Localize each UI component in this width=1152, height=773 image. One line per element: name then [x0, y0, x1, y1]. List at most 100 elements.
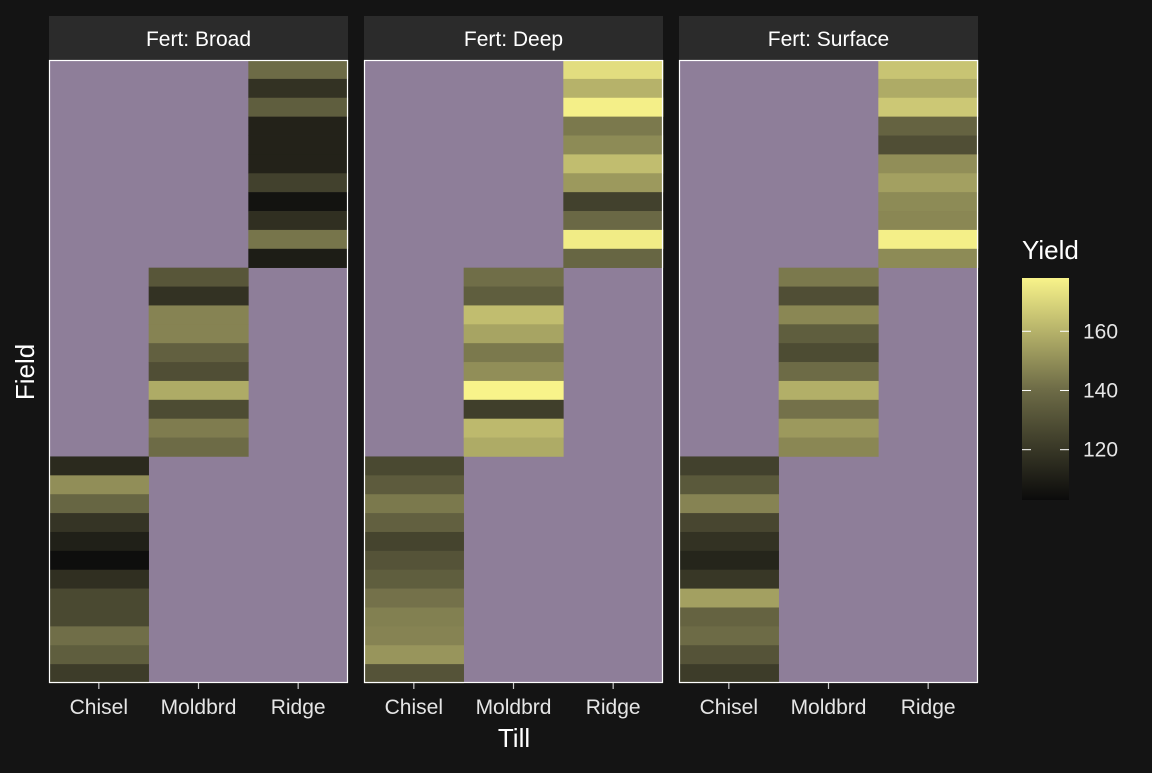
heatmap-tile: [248, 211, 349, 231]
heatmap-tile: [248, 229, 349, 250]
heatmap-tile: [248, 154, 349, 174]
heatmap-tile: [364, 626, 464, 646]
heatmap-tile: [778, 343, 879, 363]
heatmap-tile: [463, 305, 564, 325]
heatmap-tile: [878, 116, 979, 136]
legend-colorbar: [1022, 278, 1069, 500]
heatmap-tile: [364, 645, 464, 665]
heatmap-tile: [778, 324, 879, 344]
x-tick-label: Ridge: [901, 696, 956, 719]
heatmap-tile: [49, 550, 149, 571]
heatmap-tile: [364, 664, 464, 684]
heatmap-tile: [49, 626, 149, 646]
heatmap-tile: [148, 437, 249, 457]
heatmap-tile: [148, 305, 249, 325]
legend-tick-label: 160: [1083, 320, 1118, 343]
heatmap-tile: [49, 645, 149, 665]
heatmap-tile: [364, 513, 464, 533]
heatmap-tile: [778, 380, 879, 401]
facet-strip-label: Fert: Broad: [146, 28, 251, 51]
heatmap-tile: [49, 475, 149, 495]
facet-panel-deep: Fert: Deep Chisel Moldbrd Ridge: [363, 16, 664, 719]
heatmap-tile: [679, 513, 779, 533]
heatmap-tile: [563, 116, 664, 136]
x-tick-label: Chisel: [70, 696, 128, 719]
heatmap-tile: [49, 494, 149, 514]
legend-ticks: 120 140 160: [1022, 320, 1118, 462]
heatmap-tile: [563, 173, 664, 193]
heatmap-tile: [463, 418, 564, 438]
heatmap-tile: [878, 78, 979, 99]
heatmap-tile: [148, 324, 249, 344]
heatmap-tile: [463, 324, 564, 344]
heatmap-tile: [364, 550, 464, 571]
heatmap-tile: [563, 248, 664, 268]
heatmap-tile: [778, 267, 879, 287]
heatmap-tile: [878, 211, 979, 231]
heatmap-tile: [563, 60, 664, 80]
heatmap-tile: [563, 192, 664, 212]
heatmap-tile: [679, 456, 779, 476]
heatmap-tile: [778, 305, 879, 325]
heatmap-tile: [49, 607, 149, 627]
facet-panel-broad: Fert: Broad Chisel Moldbrd Ridge: [48, 16, 349, 719]
heatmap-tile: [49, 513, 149, 533]
heatmap-tile: [778, 399, 879, 419]
x-tick-label: Ridge: [586, 696, 641, 719]
heatmap-tile: [463, 380, 564, 401]
x-tick-label: Chisel: [385, 696, 443, 719]
heatmap-tile: [679, 475, 779, 495]
heatmap-tile: [364, 607, 464, 627]
x-tick-label: Chisel: [700, 696, 758, 719]
heatmap-tile: [778, 286, 879, 306]
facet-strip: [679, 16, 978, 60]
heatmap-tile: [364, 569, 464, 589]
heatmap-tile: [563, 78, 664, 99]
heatmap-tile: [248, 248, 349, 268]
x-axis-title: Till: [498, 723, 530, 753]
y-axis-title: Field: [10, 344, 40, 400]
heatmap-tile: [364, 588, 464, 608]
heatmap-tile: [148, 380, 249, 401]
legend-title: Yield: [1022, 235, 1079, 265]
heatmap-tile: [248, 192, 349, 212]
facet-strip: [49, 16, 348, 60]
heatmap-tile: [563, 154, 664, 174]
facet-strip-label: Fert: Surface: [768, 28, 889, 51]
legend-tick-label: 140: [1083, 379, 1118, 402]
heatmap-tile: [679, 531, 779, 552]
heatmap-tile: [679, 588, 779, 608]
heatmap-tile: [364, 531, 464, 552]
heatmap-tile: [49, 569, 149, 589]
x-tick-label: Ridge: [271, 696, 326, 719]
heatmap-tile: [878, 60, 979, 80]
heatmap-tile: [878, 192, 979, 212]
heatmap-tile: [148, 267, 249, 287]
heatmap-tile: [563, 229, 664, 250]
heatmap-tile: [878, 135, 979, 155]
panel-border: [48, 59, 349, 684]
heatmap-tile: [248, 135, 349, 155]
heatmap-tile: [148, 362, 249, 382]
heatmap-tile: [49, 588, 149, 608]
heatmap-tile: [463, 343, 564, 363]
x-tick-label: Moldbrd: [476, 696, 552, 719]
heatmap-tile: [878, 173, 979, 193]
heatmap-tile: [878, 229, 979, 250]
heatmap-tile: [463, 286, 564, 306]
heatmap-tile: [778, 362, 879, 382]
heatmap-tile: [148, 343, 249, 363]
heatmap-tile: [679, 494, 779, 514]
heatmap-tile: [248, 173, 349, 193]
heatmap-tile: [248, 97, 349, 117]
facet-panels: Fert: Broad Chisel Moldbrd Ridge Fert: Deep C…: [48, 16, 979, 719]
heatmap-tile: [878, 97, 979, 117]
heatmap-tile: [463, 267, 564, 287]
heatmap-tile: [248, 116, 349, 136]
panel-border: [678, 59, 979, 684]
heatmap-tile: [463, 362, 564, 382]
x-tick-label: Moldbrd: [161, 696, 237, 719]
heatmap-tile: [49, 456, 149, 476]
heatmap-tile: [679, 607, 779, 627]
heatmap-tile: [248, 60, 349, 80]
